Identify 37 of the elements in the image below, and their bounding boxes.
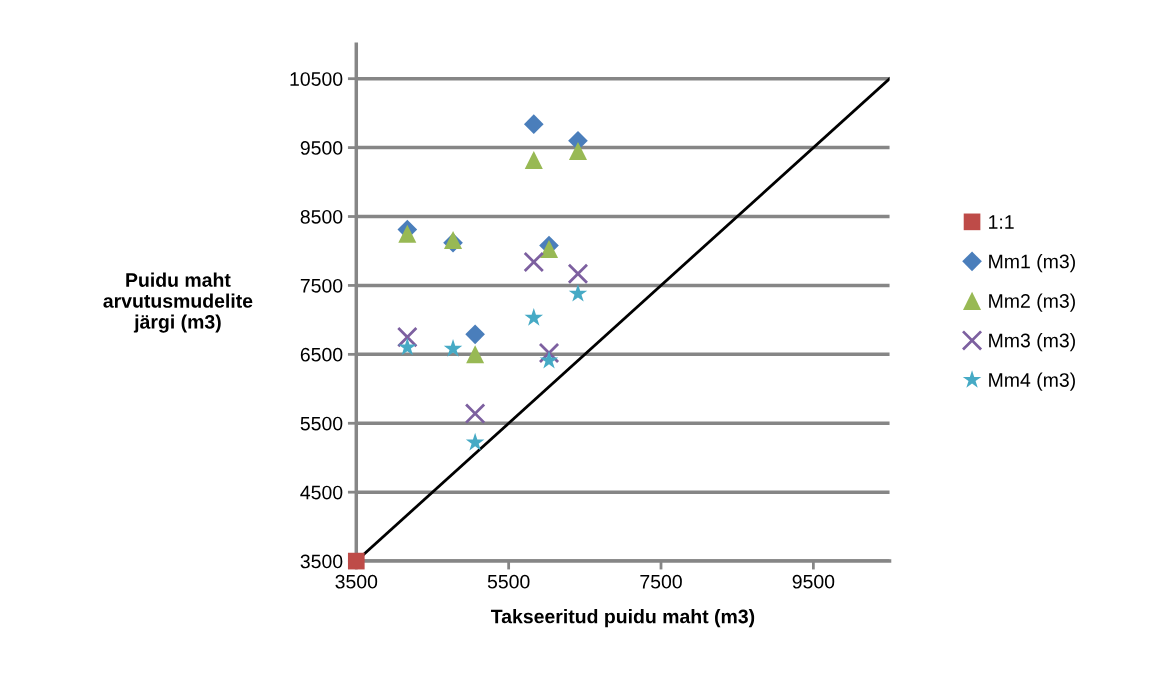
point xyxy=(398,224,417,243)
point xyxy=(568,283,588,302)
y-tick-label: 4500 xyxy=(300,485,343,500)
y-tick-label: 3500 xyxy=(300,554,343,569)
legend-label: Mm4 (m3) xyxy=(989,372,1075,391)
y-tick-label: 7500 xyxy=(300,278,343,293)
point xyxy=(398,337,417,356)
point xyxy=(523,114,544,134)
y-axis-title: Puidu maht arvutusmudelite järgi (m3) xyxy=(103,272,253,333)
point xyxy=(539,350,559,369)
point xyxy=(443,339,463,357)
legend-label: Mm3 (m3) xyxy=(989,333,1075,352)
point xyxy=(538,342,560,364)
y-tick-label: 9500 xyxy=(300,141,343,155)
point xyxy=(524,308,544,326)
x-tick-label: 3500 xyxy=(335,574,378,589)
legend-label: Mm2 (m3) xyxy=(989,293,1075,312)
point xyxy=(465,324,485,345)
x-tick-label: 7500 xyxy=(640,574,682,589)
point xyxy=(465,432,485,451)
x-tick-label: 9500 xyxy=(792,574,835,589)
legend-label: 1:1 xyxy=(989,215,1014,229)
point xyxy=(523,251,545,273)
point xyxy=(347,552,365,570)
point xyxy=(396,326,418,348)
point xyxy=(464,403,486,425)
point xyxy=(466,345,485,364)
x-tick-label: 5500 xyxy=(487,574,530,589)
point xyxy=(568,142,587,161)
point xyxy=(567,263,589,285)
point xyxy=(524,150,543,170)
y-tick-label: 5500 xyxy=(300,416,343,431)
y-tick-label: 8500 xyxy=(300,209,343,224)
y-tick-label: 6500 xyxy=(300,347,343,362)
x-axis-title: Takseeritud puidu maht (m3) xyxy=(490,609,755,628)
legend-label: Mm1 (m3) xyxy=(989,254,1075,273)
y-tick-label: 10500 xyxy=(290,72,343,86)
